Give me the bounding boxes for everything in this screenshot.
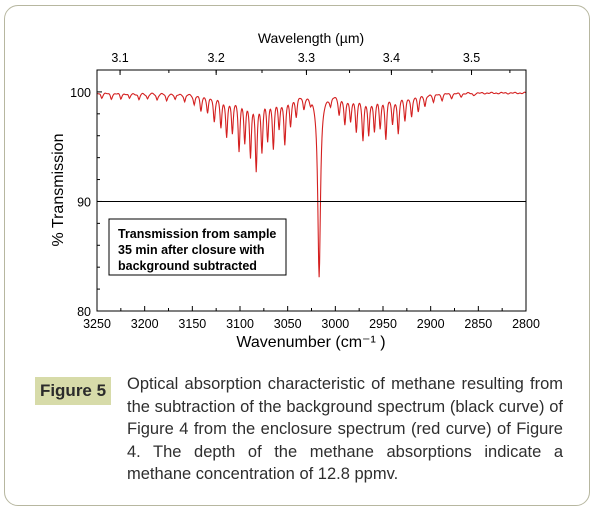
top-tick-label: 3.1 <box>111 51 128 65</box>
x-tick-label: 3200 <box>131 317 159 331</box>
transmission-chart: 3250 3200 3150 3100 3050 3000 2950 2900 2850 2800… <box>50 30 540 351</box>
y-tick-label: 90 <box>77 195 91 209</box>
figure-caption: Optical absorption characteristic of met… <box>127 375 563 483</box>
annotation-line-3: background subtracted <box>118 259 257 273</box>
top-axis-label: Wavelength (µm) <box>258 30 364 46</box>
top-tick-label: 3.4 <box>383 51 400 65</box>
top-tick-label: 3.5 <box>463 51 480 65</box>
top-tick-label: 3.2 <box>207 51 224 65</box>
x-tick-label: 3100 <box>226 317 254 331</box>
x-tick-label: 3050 <box>274 317 302 331</box>
x-tick-label: 3000 <box>321 317 349 331</box>
y-axis-label: % Transmission <box>50 134 67 247</box>
x-tick-label: 3250 <box>83 317 111 331</box>
x-axis-label-text: Wavenumber (cm⁻¹ ) <box>236 334 385 351</box>
figure-card <box>4 5 590 506</box>
spectrum-line <box>96 91 527 278</box>
annotation-line-1: Transmission from sample <box>118 227 276 241</box>
figure-label: Figure 5 <box>39 381 107 400</box>
figure-label-badge: Figure 5 <box>35 377 111 405</box>
x-tick-label: 3150 <box>178 317 206 331</box>
x-tick-label: 2800 <box>512 317 540 331</box>
y-tick-label: 80 <box>77 305 91 319</box>
x-tick-label: 2850 <box>464 317 492 331</box>
y-tick-label: 100 <box>70 86 91 100</box>
x-axis-label: Wavenumber (cm⁻¹ ) <box>236 334 385 351</box>
x-tick-label: 2900 <box>417 317 445 331</box>
top-tick-label: 3.3 <box>298 51 315 65</box>
annotation-line-2: 35 min after closure with <box>118 243 265 257</box>
annotation-box: Transmission from sample 35 min after cl… <box>108 218 287 276</box>
x-tick-label: 2950 <box>369 317 397 331</box>
